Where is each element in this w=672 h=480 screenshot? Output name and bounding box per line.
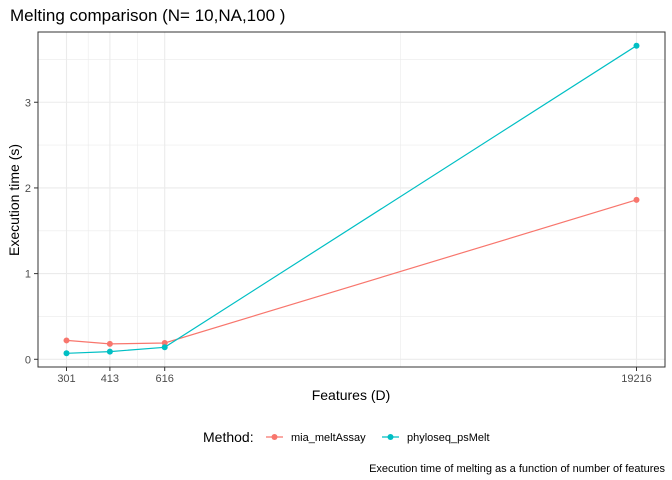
data-point-phyloseq_psMelt [161, 344, 168, 351]
data-point-phyloseq_psMelt [106, 348, 113, 355]
data-point-mia_meltAssay [161, 340, 168, 347]
data-point-mia_meltAssay [106, 340, 113, 347]
legend-key-point-phyloseq_psMelt [387, 434, 394, 440]
data-point-mia_meltAssay [63, 337, 70, 344]
x-tick-label: 413 [101, 373, 119, 385]
y-tick-label: 3 [25, 97, 31, 109]
minor-gridlines [38, 32, 665, 367]
legend-key-point-mia_meltAssay [271, 434, 278, 440]
y-tick-label: 0 [25, 354, 31, 366]
data-point-phyloseq_psMelt [633, 42, 640, 49]
x-axis-title: Features (D) [312, 387, 391, 403]
y-tick-label: 1 [25, 269, 31, 281]
series-layer [63, 42, 640, 357]
x-tick-label: 616 [156, 373, 174, 385]
y-axis: 0 1 2 3 [25, 97, 38, 366]
data-point-phyloseq_psMelt [63, 350, 70, 357]
y-tick-label: 2 [25, 183, 31, 195]
chart-title: Melting comparison (N= 10,NA,100 ) [10, 6, 285, 25]
plot-panel [38, 32, 665, 367]
legend-title: Method: [203, 429, 254, 445]
x-tick-label: 19216 [621, 373, 652, 385]
legend-label-mia_meltAssay: mia_meltAssay [291, 432, 366, 444]
series-line-mia_meltAssay [66, 199, 637, 345]
x-tick-label: 301 [57, 373, 75, 385]
legend: Method: mia_meltAssay phyloseq_psMelt [203, 429, 490, 445]
data-point-mia_meltAssay [633, 196, 640, 203]
y-axis-title: Execution time (s) [6, 144, 22, 256]
chart-caption: Execution time of melting as a function … [369, 463, 665, 475]
x-axis: 301 413 616 19216 [57, 367, 652, 385]
series-line-phyloseq_psMelt [66, 45, 637, 354]
legend-label-phyloseq_psMelt: phyloseq_psMelt [407, 432, 490, 444]
plot-border [37, 31, 666, 368]
